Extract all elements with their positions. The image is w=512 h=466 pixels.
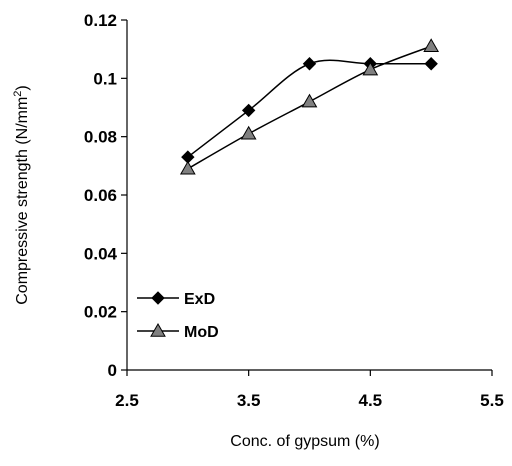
x-axis-title: Conc. of gypsum (%) <box>230 433 379 450</box>
x-tick-label: 3.5 <box>237 391 261 410</box>
x-tick-label: 4.5 <box>359 391 383 410</box>
x-ticks: 2.5 3.5 4.5 5.5 <box>115 370 504 410</box>
y-axis-title: Compressive strength (N/mm2) <box>12 85 31 305</box>
y-tick-label: 0.12 <box>84 11 117 30</box>
y-tick-label: 0 <box>108 361 117 380</box>
legend-marker-exd <box>151 291 165 305</box>
y-tick-label: 0.1 <box>93 69 117 88</box>
data-point-exd <box>424 57 438 71</box>
data-point-mod <box>179 160 196 175</box>
data-point-exd <box>241 103 256 118</box>
legend-label-exd: ExD <box>184 291 215 308</box>
legend-marker-mod <box>150 322 166 337</box>
y-axis-title-superscript: 2 <box>12 91 24 97</box>
data-point-mod <box>423 38 440 52</box>
series-exd <box>181 57 438 164</box>
data-point-mod <box>301 93 318 108</box>
data-point-exd <box>302 57 317 71</box>
x-tick-label: 5.5 <box>480 391 504 410</box>
y-axis-title-main: Compressive strength (N/mm <box>14 97 31 305</box>
series-layer <box>179 38 440 175</box>
y-tick-label: 0.02 <box>84 303 117 322</box>
x-tick-label: 2.5 <box>115 391 139 410</box>
y-tick-label: 0.06 <box>84 186 117 205</box>
y-tick-label: 0.08 <box>84 128 117 147</box>
axes <box>126 20 492 371</box>
data-point-mod <box>240 125 257 140</box>
legend: ExD MoD <box>137 291 219 341</box>
series-line-exd <box>187 59 432 158</box>
series-mod <box>179 38 440 175</box>
y-ticks: 0 0.02 0.04 0.06 0.08 0.1 0.12 <box>84 11 127 380</box>
legend-label-mod: MoD <box>184 324 219 341</box>
data-point-mod <box>362 61 379 76</box>
y-axis-title-suffix: ) <box>14 85 31 90</box>
y-tick-label: 0.04 <box>84 244 118 263</box>
